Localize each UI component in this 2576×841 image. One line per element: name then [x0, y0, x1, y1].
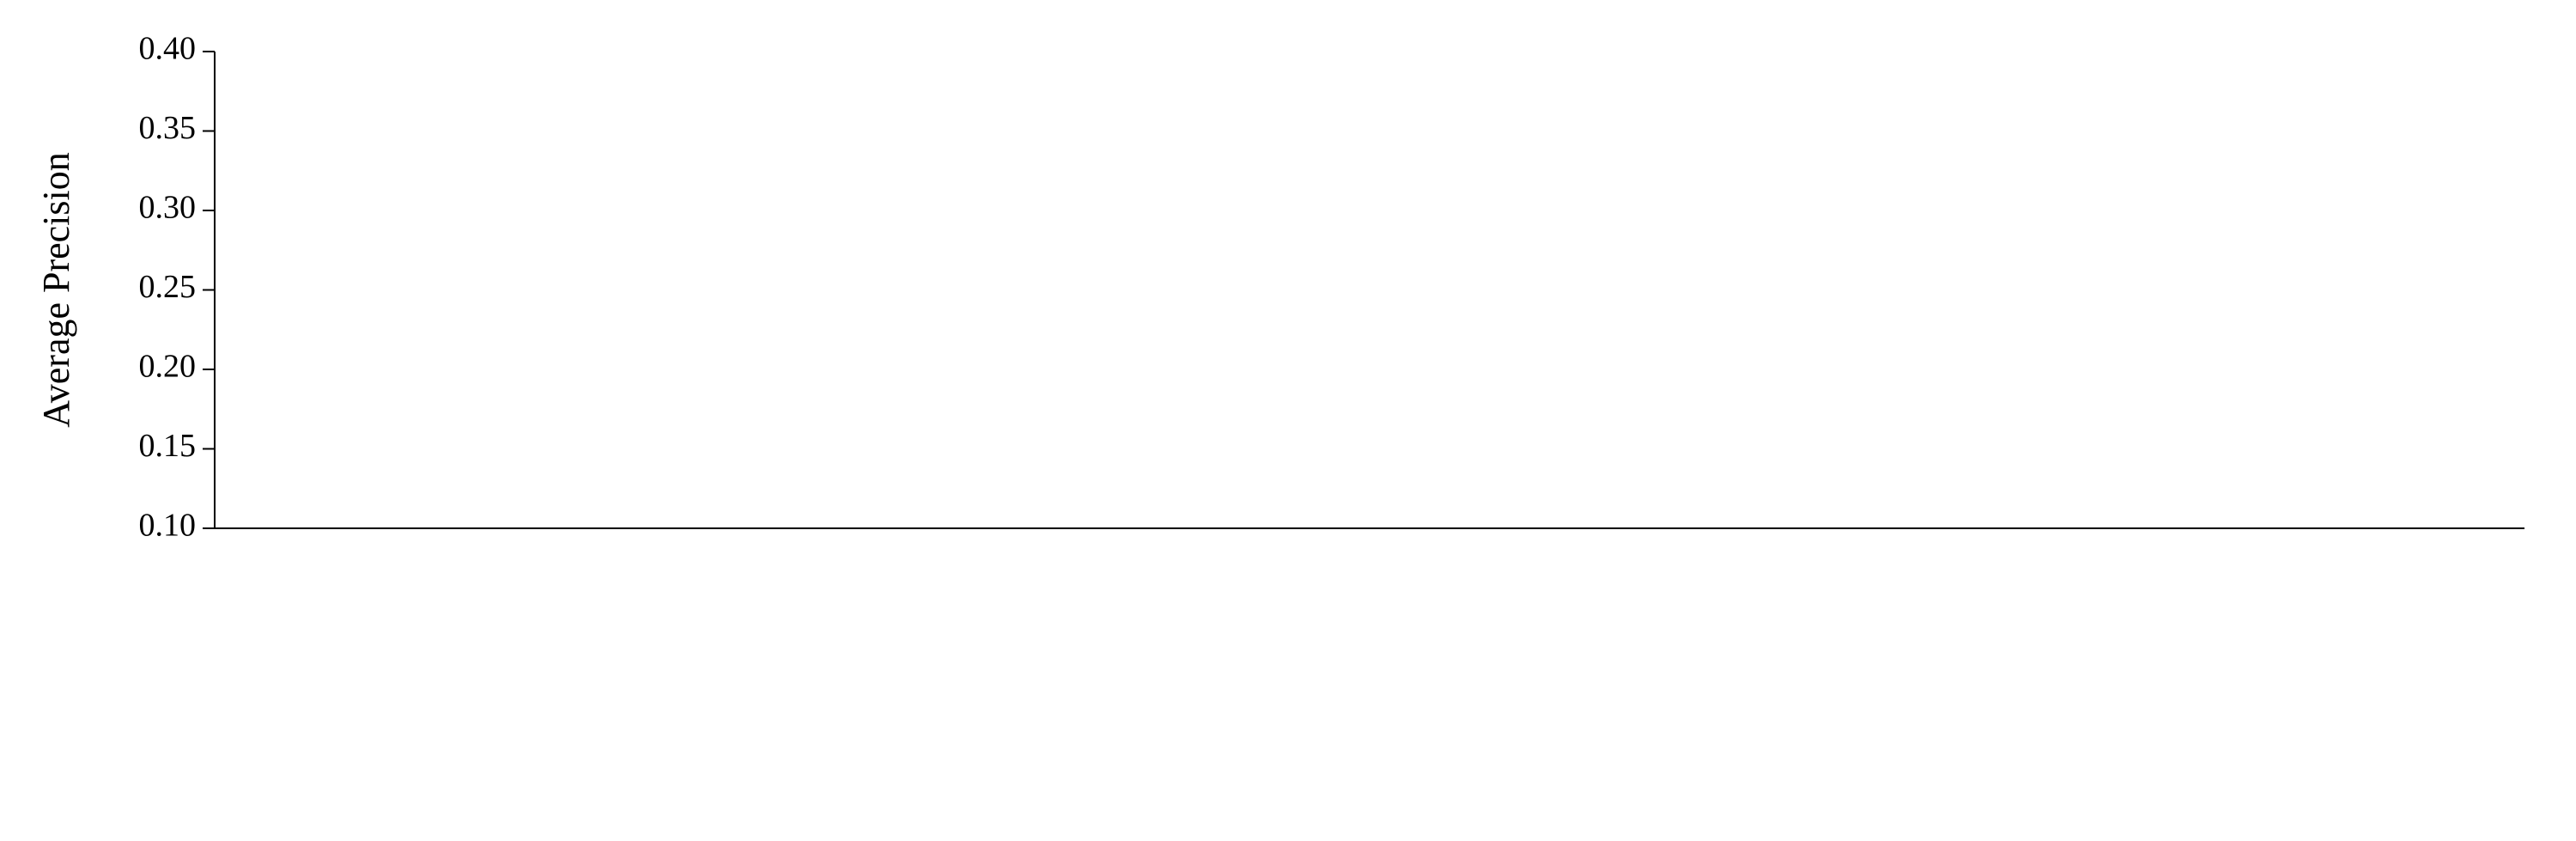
y-tick-label: 0.30 [139, 190, 197, 226]
y-tick-label: 0.20 [139, 349, 197, 385]
y-tick-label: 0.35 [139, 110, 197, 146]
y-tick-label: 0.15 [139, 428, 197, 464]
y-tick-label: 0.40 [139, 31, 197, 67]
chart-container: 0.10 0.15 0.20 0.25 0.30 0.35 0.40 Average Prec… [0, 0, 2576, 841]
chart-svg: 0.10 0.15 0.20 0.25 0.30 0.35 0.40 Average Prec… [0, 0, 2576, 841]
y-tick-label: 0.25 [139, 269, 197, 305]
y-axis-title: Average Precision [35, 152, 77, 428]
y-tick-label: 0.10 [139, 508, 197, 544]
